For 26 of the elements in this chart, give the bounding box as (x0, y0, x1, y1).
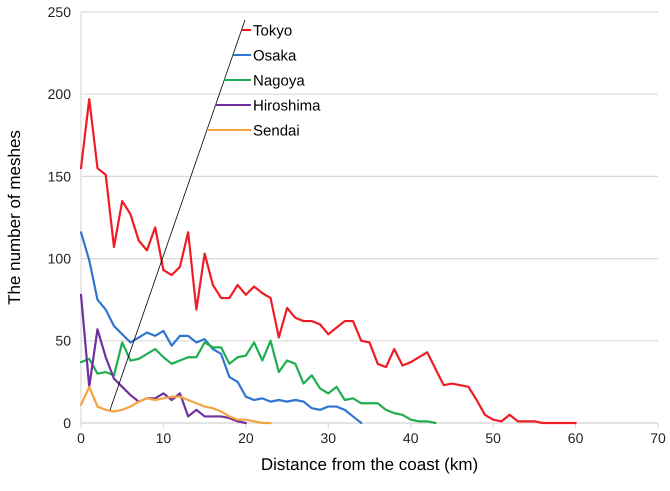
legend-label: Hiroshima (253, 97, 322, 114)
line-series (80, 231, 362, 424)
x-tick-label: 50 (485, 430, 502, 446)
line-series (80, 294, 247, 424)
x-tick-label: 0 (77, 430, 86, 446)
legend-label: Osaka (253, 47, 298, 64)
x-tick-label: 40 (402, 430, 419, 446)
y-tick-label: 200 (48, 86, 72, 102)
y-axis-title: The number of meshes (5, 130, 24, 305)
x-tick-label: 60 (568, 430, 584, 446)
y-tick-label: 150 (48, 168, 72, 184)
x-tick-label: 10 (156, 430, 172, 446)
legend-label: Tokyo (253, 22, 292, 40)
x-axis-title: Distance from the coast (km) (260, 455, 478, 474)
line-series (80, 386, 272, 424)
line-series (80, 340, 437, 424)
y-tick-label: 250 (48, 4, 72, 20)
legend-label: Sendai (253, 122, 300, 140)
y-tick-label: 100 (48, 250, 72, 266)
line-series (80, 98, 577, 424)
y-tick-label: 0 (63, 414, 72, 431)
legend-label: Nagoya (253, 72, 306, 90)
x-tick-label: 70 (650, 430, 666, 446)
y-tick-label: 50 (55, 332, 72, 349)
x-tick-label: 20 (238, 430, 254, 446)
x-tick-label: 30 (320, 430, 336, 446)
